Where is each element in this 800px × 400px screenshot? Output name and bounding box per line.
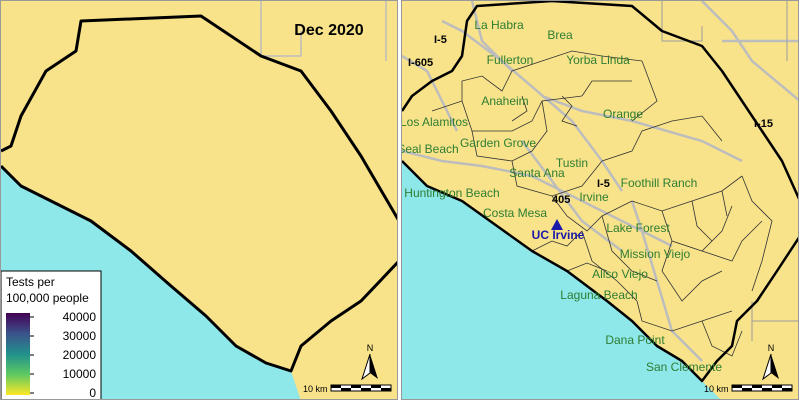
city-label: Mission Viejo xyxy=(620,247,691,261)
north-label: N xyxy=(768,343,775,353)
legend-tick-label: 30000 xyxy=(63,329,97,343)
city-label: Foothill Ranch xyxy=(621,176,698,190)
city-label: Fullerton xyxy=(487,53,534,67)
highway-line xyxy=(402,149,673,248)
north-label: N xyxy=(367,343,374,353)
legend-tick-label: 10000 xyxy=(63,367,97,381)
legend-tick-label: 20000 xyxy=(63,348,97,362)
city-label: Garden Grove xyxy=(460,136,536,150)
city-label: Costa Mesa xyxy=(483,206,547,220)
map-left-svg: Dec 2020 Tests per 100,000 people 40000 3… xyxy=(1,1,397,400)
city-label: Aliso Viejo xyxy=(592,267,648,281)
city-label: Yorba Linda xyxy=(566,53,630,67)
city-label: Dana Point xyxy=(605,333,665,347)
legend: Tests per 100,000 people 40000 30000 20000… xyxy=(1,270,102,400)
map-panel-left: Dec 2020 Tests per 100,000 people 40000 3… xyxy=(0,0,398,400)
city-label: La Habra xyxy=(474,18,524,32)
county-lines xyxy=(661,1,798,341)
legend-title-line2: 100,000 people xyxy=(6,291,89,305)
map-panel-right: La Habra Brea Fullerton Yorba Linda Anah… xyxy=(401,0,799,400)
triangle-icon xyxy=(551,219,563,230)
highway-label: I-15 xyxy=(754,118,773,130)
highway-label: I-605 xyxy=(408,57,433,69)
highway-line xyxy=(701,1,798,101)
uc-irvine-marker: UC Irvine xyxy=(532,219,585,242)
highway-line xyxy=(470,1,513,72)
date-label: Dec 2020 xyxy=(294,22,363,39)
north-arrow-icon: N xyxy=(762,343,779,381)
legend-ticks: 40000 30000 20000 10000 0 xyxy=(30,310,97,400)
city-label: Santa Ana xyxy=(509,166,565,180)
city-label: Brea xyxy=(547,28,573,42)
city-label: Lake Forest xyxy=(606,221,670,235)
city-label: Los Alamitos xyxy=(402,115,468,129)
scale-label: 10 km xyxy=(303,384,328,394)
scale-label: 10 km xyxy=(704,384,729,394)
north-arrow-icon: N xyxy=(361,343,378,381)
road-line xyxy=(260,1,302,57)
highway-labels: I-5 I-605 I-15 405 I-5 xyxy=(408,34,773,206)
highway-label: I-5 xyxy=(434,34,447,46)
uc-irvine-label: UC Irvine xyxy=(532,228,585,242)
county-boundary xyxy=(402,1,798,383)
highway-label: 405 xyxy=(552,194,570,206)
legend-tick-label: 0 xyxy=(89,386,96,400)
county-boundary xyxy=(1,14,397,373)
ocean-area xyxy=(402,161,720,399)
legend-color-bar xyxy=(6,313,30,395)
city-label: Orange xyxy=(603,107,643,121)
city-label: Seal Beach xyxy=(402,142,459,156)
highway-line xyxy=(521,140,623,252)
city-label: San Clemente xyxy=(646,360,722,374)
scale-bar: 10 km xyxy=(704,384,793,394)
legend-tick-label: 40000 xyxy=(63,310,97,324)
city-boundaries xyxy=(431,50,773,357)
city-label: Anaheim xyxy=(481,94,528,108)
legend-title-line1: Tests per xyxy=(6,275,55,289)
city-label: Laguna Beach xyxy=(560,288,637,302)
city-label: Tustin xyxy=(556,156,588,170)
map-right-svg: La Habra Brea Fullerton Yorba Linda Anah… xyxy=(402,1,798,399)
highway-line xyxy=(402,54,459,132)
city-label: Huntington Beach xyxy=(404,186,499,200)
scale-bar: 10 km xyxy=(303,384,392,394)
city-label: Irvine xyxy=(579,190,609,204)
city-labels: La Habra Brea Fullerton Yorba Linda Anah… xyxy=(402,18,722,374)
highway-label: I-5 xyxy=(597,178,610,190)
